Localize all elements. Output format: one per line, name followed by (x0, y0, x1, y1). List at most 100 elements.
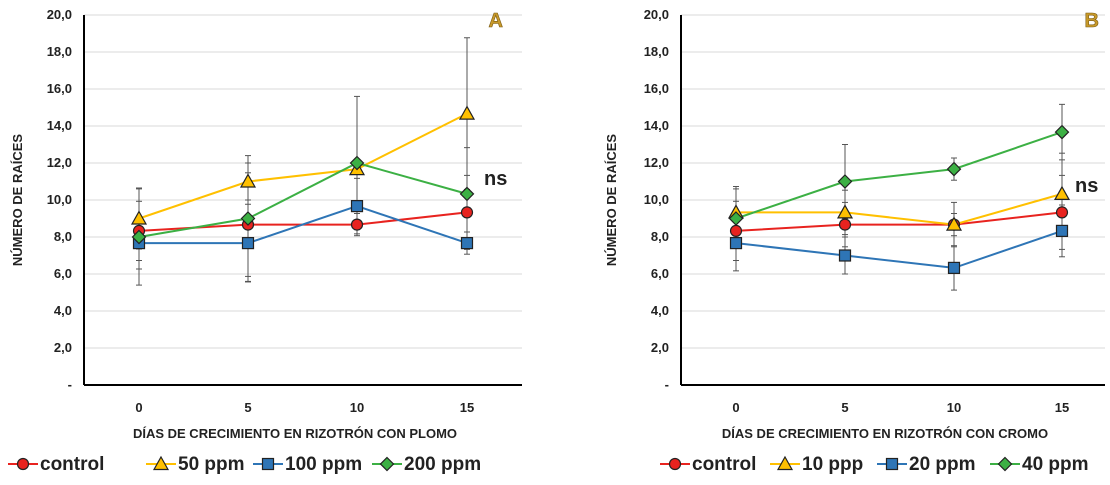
data-point (728, 211, 744, 226)
panel-letter: A (489, 10, 503, 32)
data-point (838, 218, 852, 231)
x-tick-label: 0 (135, 400, 142, 415)
legend-marker (776, 455, 794, 471)
panel-b: - 2,0 4,0 6,0 8,0 10,0 12,0 14,0 16,0 18,0 20,0 0 5 1… (604, 7, 1105, 475)
legend-marker (16, 457, 30, 471)
y-tick-label: 8,0 (651, 229, 669, 244)
y-tick-label: 2,0 (54, 340, 72, 355)
legend-label: 50 ppm (178, 454, 245, 475)
y-tick-label: 20,0 (644, 7, 669, 22)
data-point (946, 161, 962, 177)
data-point (1054, 124, 1070, 140)
legend-item: control (660, 454, 756, 475)
data-point (130, 210, 148, 225)
series-line (138, 161, 468, 238)
legend-item: 20 ppm (877, 454, 976, 475)
x-axis-title: DÍAS DE CRECIMIENTO EN RIZOTRÓN CON PLOM… (133, 426, 457, 441)
data-point (349, 155, 365, 171)
x-tick-label: 0 (732, 400, 739, 415)
legend-item: 50 ppm (146, 454, 245, 475)
data-point (836, 204, 854, 219)
series-line (735, 211, 1063, 232)
data-point (240, 211, 256, 226)
y-tick-label: 16,0 (644, 81, 669, 96)
data-point (239, 173, 257, 188)
legend-item: 100 ppm (253, 454, 362, 475)
y-axis-title: NÚMERO DE RAÍCES (604, 134, 619, 267)
legend-marker (668, 457, 682, 471)
significance-annotation: ns (484, 168, 507, 190)
data-point (729, 224, 743, 237)
legend-label: control (692, 454, 756, 475)
x-tick-label: 10 (947, 400, 961, 415)
data-point (350, 200, 364, 213)
y-tick-label: 18,0 (644, 44, 669, 59)
x-tick-label: 15 (460, 400, 474, 415)
y-tick-label: 10,0 (644, 192, 669, 207)
significance-annotation: ns (1075, 175, 1098, 197)
y-tick-label: 14,0 (47, 118, 72, 133)
data-point (1055, 224, 1069, 237)
data-point (241, 237, 255, 250)
y-tick-label: 12,0 (47, 155, 72, 170)
panel-letter: B (1085, 10, 1099, 32)
series-line (736, 192, 1063, 226)
legend-marker (885, 457, 899, 471)
x-tick-label: 5 (244, 400, 251, 415)
data-point (1053, 185, 1071, 200)
y-tick-label: 4,0 (651, 303, 669, 318)
y-tick-label: 20,0 (47, 7, 72, 22)
y-tick-label: 18,0 (47, 44, 72, 59)
data-point (837, 174, 853, 189)
legend-label: 20 ppm (909, 454, 976, 475)
y-tick-label: 12,0 (644, 155, 669, 170)
legend: control 10 ppp 20 ppm 40 ppm (660, 454, 1089, 475)
y-tick-label: 14,0 (644, 118, 669, 133)
series-line (735, 229, 1063, 269)
legend-label: control (40, 454, 104, 475)
data-point (947, 261, 961, 274)
legend: control 50 ppm 100 ppm 200 ppm (8, 454, 481, 475)
x-tick-label: 10 (350, 400, 364, 415)
legend-label: 10 ppp (802, 454, 863, 475)
x-tick-label: 5 (841, 400, 848, 415)
data-point (729, 237, 743, 250)
data-point (131, 229, 147, 245)
y-tick-label: 16,0 (47, 81, 72, 96)
legend-marker (379, 456, 395, 472)
legend-marker (997, 456, 1013, 472)
legend-label: 40 ppm (1022, 454, 1089, 475)
y-tick-label: - (68, 377, 72, 392)
y-tick-label: 10,0 (47, 192, 72, 207)
y-axis-title: NÚMERO DE RAÍCES (10, 134, 25, 267)
y-tick-label: 8,0 (54, 229, 72, 244)
y-tick-label: 2,0 (651, 340, 669, 355)
series-line (138, 112, 468, 220)
y-tick-label: 6,0 (54, 266, 72, 281)
legend-marker (152, 455, 170, 471)
legend-item: 10 ppp (770, 454, 863, 475)
data-point (945, 216, 963, 231)
legend-item: 200 ppm (372, 454, 481, 475)
y-tick-label: - (665, 377, 669, 392)
legend-marker (261, 457, 275, 471)
data-point (460, 206, 474, 219)
x-tick-label: 15 (1055, 400, 1069, 415)
legend-item: control (8, 454, 104, 475)
data-point (1055, 206, 1069, 219)
y-tick-label: 4,0 (54, 303, 72, 318)
y-tick-label: 6,0 (651, 266, 669, 281)
panel-a: - 2,0 4,0 6,0 8,0 10,0 12,0 14,0 16,0 18,0 20,0 0 5 1… (8, 7, 522, 475)
series-line (735, 131, 1063, 220)
data-point (459, 186, 475, 202)
data-point (838, 249, 852, 262)
data-point (460, 237, 474, 250)
legend-label: 100 ppm (285, 454, 362, 475)
legend-label: 200 ppm (404, 454, 481, 475)
data-point (350, 218, 364, 231)
data-point (458, 105, 476, 120)
legend-item: 40 ppm (990, 454, 1089, 475)
x-axis-title: DÍAS DE CRECIMIENTO EN RIZOTRÓN CON CROM… (722, 426, 1048, 441)
series-line (139, 205, 468, 245)
